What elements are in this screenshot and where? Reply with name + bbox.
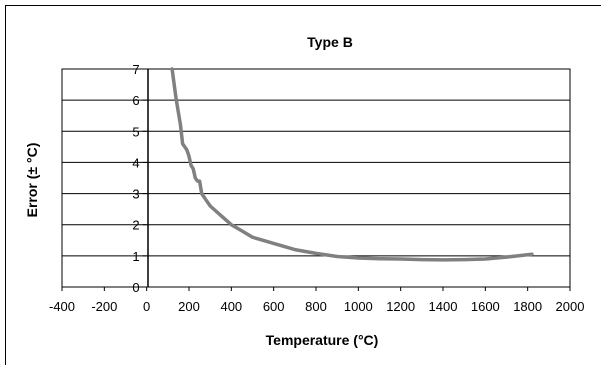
y-tick-label: 2 bbox=[132, 218, 139, 233]
x-axis-title: Temperature (°C) bbox=[266, 332, 379, 348]
x-tick-label: 200 bbox=[178, 299, 200, 314]
x-axis-ticks: -400 -200 0 200 400 600 800 1000 1200 1400 1600 180… bbox=[49, 287, 584, 314]
y-axis-ticks: 0 1 2 3 4 5 6 7 bbox=[132, 62, 147, 295]
x-tick-label: 1000 bbox=[344, 299, 373, 314]
x-tick-label: 1800 bbox=[513, 299, 542, 314]
y-tick-label: 5 bbox=[132, 124, 139, 139]
x-tick-label: 1600 bbox=[471, 299, 500, 314]
chart-frame bbox=[5, 5, 601, 365]
x-tick-label: 400 bbox=[220, 299, 242, 314]
chart-title: Type B bbox=[307, 34, 353, 50]
plot-area bbox=[61, 68, 571, 288]
x-tick-label: 600 bbox=[263, 299, 285, 314]
series-line-type-b bbox=[170, 67, 534, 262]
y-tick-label: 0 bbox=[132, 280, 139, 295]
y-tick-label: 4 bbox=[132, 155, 139, 170]
x-tick-label: -400 bbox=[49, 299, 75, 314]
x-tick-label: 0 bbox=[143, 299, 150, 314]
y-tick-label: 7 bbox=[132, 62, 139, 77]
x-tick-label: 2000 bbox=[556, 299, 585, 314]
x-tick-label: 800 bbox=[305, 299, 327, 314]
x-tick-label: 1200 bbox=[386, 299, 415, 314]
y-tick-label: 1 bbox=[132, 249, 139, 264]
y-axis-title: Error (± °C) bbox=[24, 143, 40, 218]
x-tick-label: 1400 bbox=[429, 299, 458, 314]
y-tick-label: 6 bbox=[132, 93, 139, 108]
y-tick-label: 3 bbox=[132, 187, 139, 202]
x-tick-label: -200 bbox=[91, 299, 117, 314]
